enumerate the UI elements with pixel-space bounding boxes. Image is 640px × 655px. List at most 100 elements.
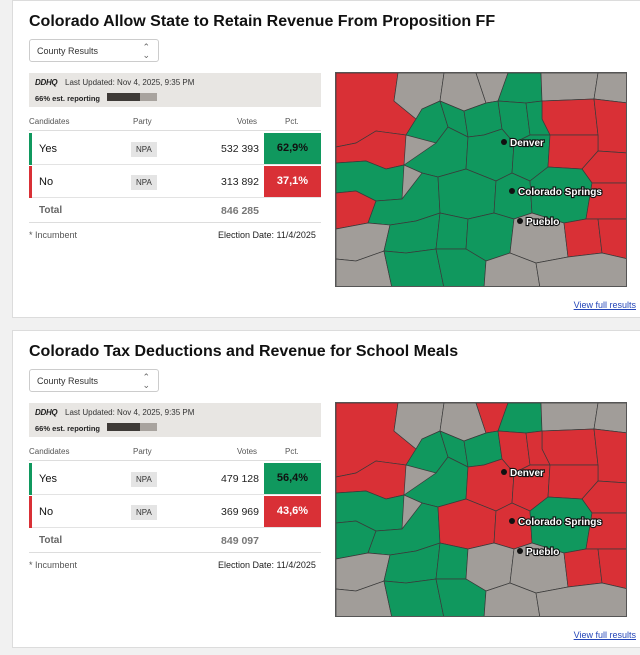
vote-count: 479 128 bbox=[221, 473, 259, 485]
city-label: Colorado Springs bbox=[518, 187, 602, 198]
party-badge: NPA bbox=[131, 472, 157, 487]
city-marker-icon bbox=[501, 469, 507, 475]
reporting-label: 66% est. reporting bbox=[35, 94, 101, 103]
race-title: Colorado Tax Deductions and Revenue for … bbox=[29, 343, 459, 360]
county-results-select[interactable]: County Results ⌃ ⌄ bbox=[29, 39, 159, 62]
city-marker-icon bbox=[501, 139, 507, 145]
reporting-bar: DDHQ Last Updated: Nov 4, 2025, 9:35 PM … bbox=[29, 403, 321, 437]
view-full-results-link[interactable]: View full results bbox=[573, 630, 636, 640]
county-shape[interactable] bbox=[525, 430, 551, 466]
table-row: Yes NPA 532 393 62,9% bbox=[29, 133, 321, 165]
last-updated: Last Updated: Nov 4, 2025, 9:35 PM bbox=[65, 78, 195, 87]
county-shape[interactable] bbox=[540, 73, 599, 102]
ddhq-logo: DDHQ bbox=[35, 78, 58, 87]
header-candidates: Candidates bbox=[29, 447, 70, 456]
county-map-svg: Denver Colorado Springs Pueblo bbox=[336, 73, 627, 287]
city-marker-icon bbox=[517, 548, 523, 554]
total-row: Total 849 097 bbox=[29, 529, 321, 553]
table-row: Yes NPA 479 128 56,4% bbox=[29, 463, 321, 495]
city-label: Pueblo bbox=[526, 547, 559, 558]
county-shape[interactable] bbox=[383, 248, 444, 287]
total-label: Total bbox=[39, 205, 63, 216]
county-shape[interactable] bbox=[435, 542, 469, 580]
candidate-name: No bbox=[39, 506, 54, 518]
table-row: No NPA 369 969 43,6% bbox=[29, 496, 321, 528]
county-shape[interactable] bbox=[525, 100, 551, 136]
election-date: Election Date: 11/4/2025 bbox=[218, 560, 316, 570]
total-label: Total bbox=[39, 535, 63, 546]
county-map-svg: Denver Colorado Springs Pueblo bbox=[336, 403, 627, 617]
vote-pct: 56,4% bbox=[264, 463, 321, 494]
race-card: Colorado Allow State to Retain Revenue F… bbox=[12, 0, 640, 318]
county-shape[interactable] bbox=[535, 582, 627, 617]
candidate-name: Yes bbox=[39, 143, 57, 155]
results-table-header: Candidates Party Votes Pct. bbox=[29, 117, 321, 131]
reporting-progress-fill bbox=[107, 423, 140, 431]
party-badge: NPA bbox=[131, 142, 157, 157]
county-shape[interactable] bbox=[593, 428, 627, 484]
vote-pct: 62,9% bbox=[264, 133, 321, 164]
select-chevron-icon: ⌃ ⌄ bbox=[142, 42, 150, 60]
header-pct: Pct. bbox=[285, 117, 299, 126]
header-candidates: Candidates bbox=[29, 117, 70, 126]
party-badge: NPA bbox=[131, 175, 157, 190]
row-color-bar bbox=[29, 166, 32, 198]
county-shape[interactable] bbox=[541, 428, 599, 466]
party-badge: NPA bbox=[131, 505, 157, 520]
vote-pct: 43,6% bbox=[264, 496, 321, 527]
county-shape[interactable] bbox=[585, 182, 627, 220]
county-shape[interactable] bbox=[593, 403, 627, 434]
county-shape[interactable] bbox=[535, 252, 627, 287]
select-chevron-icon: ⌃ ⌄ bbox=[142, 372, 150, 390]
county-results-select[interactable]: County Results ⌃ ⌄ bbox=[29, 369, 159, 392]
candidate-name: No bbox=[39, 176, 54, 188]
table-row: No NPA 313 892 37,1% bbox=[29, 166, 321, 198]
county-shape[interactable] bbox=[541, 98, 599, 136]
total-row: Total 846 285 bbox=[29, 199, 321, 223]
header-votes: Votes bbox=[237, 447, 258, 456]
select-value: County Results bbox=[37, 46, 99, 56]
city-label: Denver bbox=[510, 138, 544, 149]
reporting-label: 66% est. reporting bbox=[35, 424, 101, 433]
row-color-bar bbox=[29, 463, 32, 495]
vote-count: 532 393 bbox=[221, 143, 259, 155]
row-color-bar bbox=[29, 496, 32, 528]
incumbent-note: * Incumbent bbox=[29, 230, 78, 240]
county-shape[interactable] bbox=[383, 578, 444, 617]
county-shape[interactable] bbox=[540, 403, 599, 432]
county-shape[interactable] bbox=[597, 218, 627, 259]
reporting-bar: DDHQ Last Updated: Nov 4, 2025, 9:35 PM … bbox=[29, 73, 321, 107]
select-value: County Results bbox=[37, 376, 99, 386]
county-map[interactable]: Denver Colorado Springs Pueblo bbox=[335, 402, 627, 617]
race-card: Colorado Tax Deductions and Revenue for … bbox=[12, 330, 640, 648]
vote-count: 369 969 bbox=[221, 506, 259, 518]
city-label: Colorado Springs bbox=[518, 517, 602, 528]
header-pct: Pct. bbox=[285, 447, 299, 456]
last-updated: Last Updated: Nov 4, 2025, 9:35 PM bbox=[65, 408, 195, 417]
reporting-progress bbox=[107, 423, 157, 431]
election-date: Election Date: 11/4/2025 bbox=[218, 230, 316, 240]
county-shape[interactable] bbox=[563, 548, 603, 588]
city-marker-icon bbox=[509, 518, 515, 524]
vote-pct: 37,1% bbox=[264, 166, 321, 197]
county-shape[interactable] bbox=[597, 548, 627, 589]
city-marker-icon bbox=[509, 188, 515, 194]
incumbent-note: * Incumbent bbox=[29, 560, 78, 570]
header-party: Party bbox=[133, 447, 152, 456]
county-shape[interactable] bbox=[593, 98, 627, 154]
header-party: Party bbox=[133, 117, 152, 126]
county-shape[interactable] bbox=[435, 212, 469, 250]
reporting-progress bbox=[107, 93, 157, 101]
results-table-header: Candidates Party Votes Pct. bbox=[29, 447, 321, 461]
ddhq-logo: DDHQ bbox=[35, 408, 58, 417]
county-shape[interactable] bbox=[585, 512, 627, 550]
header-votes: Votes bbox=[237, 117, 258, 126]
vote-count: 313 892 bbox=[221, 176, 259, 188]
county-shape[interactable] bbox=[563, 218, 603, 258]
candidate-name: Yes bbox=[39, 473, 57, 485]
county-shape[interactable] bbox=[593, 73, 627, 104]
county-map[interactable]: Denver Colorado Springs Pueblo bbox=[335, 72, 627, 287]
total-votes: 849 097 bbox=[221, 535, 259, 547]
view-full-results-link[interactable]: View full results bbox=[573, 300, 636, 310]
race-title: Colorado Allow State to Retain Revenue F… bbox=[29, 13, 496, 30]
